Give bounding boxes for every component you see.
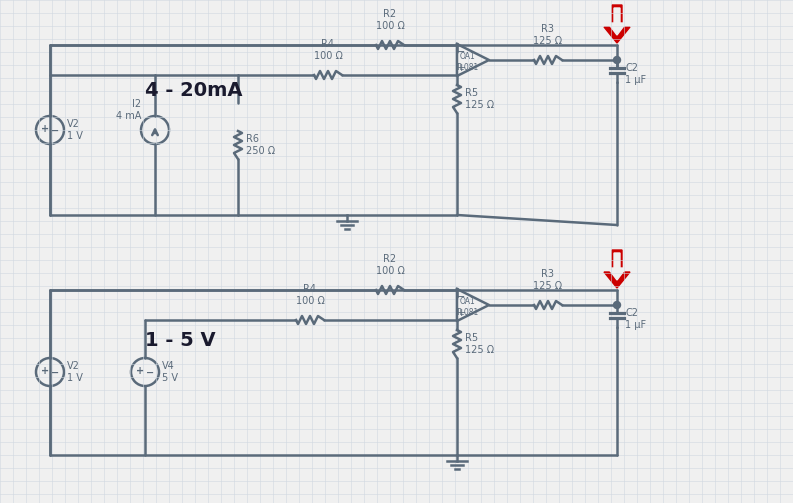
Text: +: + [136, 366, 144, 376]
Circle shape [614, 56, 620, 63]
Text: 4 - 20mA: 4 - 20mA [145, 80, 243, 100]
Text: R5
125 Ω: R5 125 Ω [465, 88, 494, 110]
Text: +: + [456, 308, 465, 318]
Text: R3
125 Ω: R3 125 Ω [534, 25, 562, 46]
Text: OA1
TL081: OA1 TL081 [457, 297, 480, 317]
Text: 1 - 5 V: 1 - 5 V [145, 330, 216, 350]
Text: +: + [41, 124, 49, 134]
Text: −: − [456, 292, 465, 302]
Text: −: − [146, 368, 154, 378]
Polygon shape [604, 250, 630, 288]
Text: R4
100 Ω: R4 100 Ω [313, 39, 343, 61]
Polygon shape [608, 253, 626, 280]
Text: +: + [456, 63, 465, 73]
Text: R3
125 Ω: R3 125 Ω [534, 270, 562, 291]
Text: C2
1 μF: C2 1 μF [625, 63, 646, 85]
Text: V2
1 V: V2 1 V [67, 361, 83, 383]
Text: R4
100 Ω: R4 100 Ω [296, 284, 324, 306]
Text: +: + [41, 366, 49, 376]
Text: V4
5 V: V4 5 V [162, 361, 178, 383]
Text: I2
4 mA: I2 4 mA [116, 99, 141, 121]
Circle shape [614, 301, 620, 308]
Text: −: − [51, 126, 59, 136]
Text: −: − [51, 368, 59, 378]
Polygon shape [608, 8, 626, 35]
Text: −: − [456, 47, 465, 57]
Text: V2
1 V: V2 1 V [67, 119, 83, 141]
Text: OA1
TL081: OA1 TL081 [457, 52, 480, 72]
Text: R5
125 Ω: R5 125 Ω [465, 333, 494, 355]
Text: R2
100 Ω: R2 100 Ω [376, 255, 404, 276]
Polygon shape [604, 5, 630, 43]
Text: R6
250 Ω: R6 250 Ω [246, 134, 275, 156]
Text: R2
100 Ω: R2 100 Ω [376, 10, 404, 31]
Text: C2
1 μF: C2 1 μF [625, 308, 646, 330]
